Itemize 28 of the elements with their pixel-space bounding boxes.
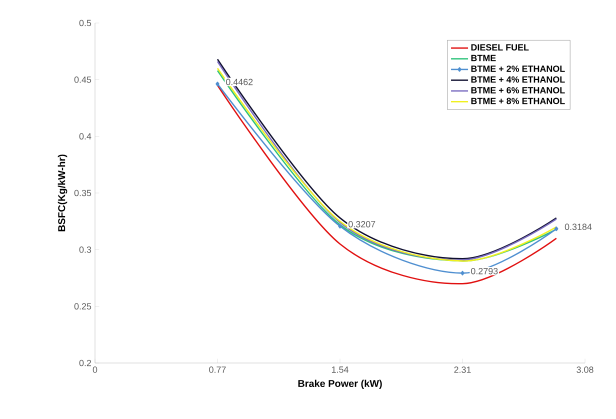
data-label: 0.3184: [564, 224, 592, 230]
y-tick-label: 0.3: [79, 246, 92, 253]
data-label: 0.2793: [471, 268, 498, 274]
legend-label: BTME + 6% ETHANOL: [471, 87, 565, 94]
legend-label: BTME: [471, 54, 496, 62]
y-tick-label: 0.45: [74, 76, 92, 83]
legend-label: BTME + 2% ETHANOL: [471, 66, 565, 72]
x-tick-label: 2.31: [454, 366, 471, 373]
point: [460, 270, 464, 276]
data-label: 0.3207: [348, 221, 376, 228]
legend-label: BTME + 8% ETHANOL: [471, 98, 565, 104]
y-axis-title: BSFC(Kg/kW-hr): [58, 154, 68, 232]
data-label: 0.4462: [226, 78, 253, 86]
y-tick-label: 0.5: [79, 20, 92, 26]
legend-label: DIESEL FUEL: [471, 44, 529, 51]
x-tick-label: 0: [92, 366, 98, 373]
x-tick-label: 3.08: [576, 366, 594, 373]
point: [338, 224, 342, 228]
x-tick-label: 0.77: [209, 366, 226, 373]
y-tick-label: 0.25: [74, 303, 92, 310]
point: [554, 226, 558, 232]
y-tick-label: 0.4: [79, 133, 92, 140]
point: [216, 82, 220, 86]
y-tick-label: 0.35: [74, 190, 92, 196]
x-tick-label: 1.54: [332, 366, 348, 373]
y-tick-label: 0.2: [79, 360, 92, 366]
legend-label: BTME + 4% ETHANOL: [471, 76, 565, 83]
x-axis-title: Brake Power (kW): [298, 380, 382, 389]
